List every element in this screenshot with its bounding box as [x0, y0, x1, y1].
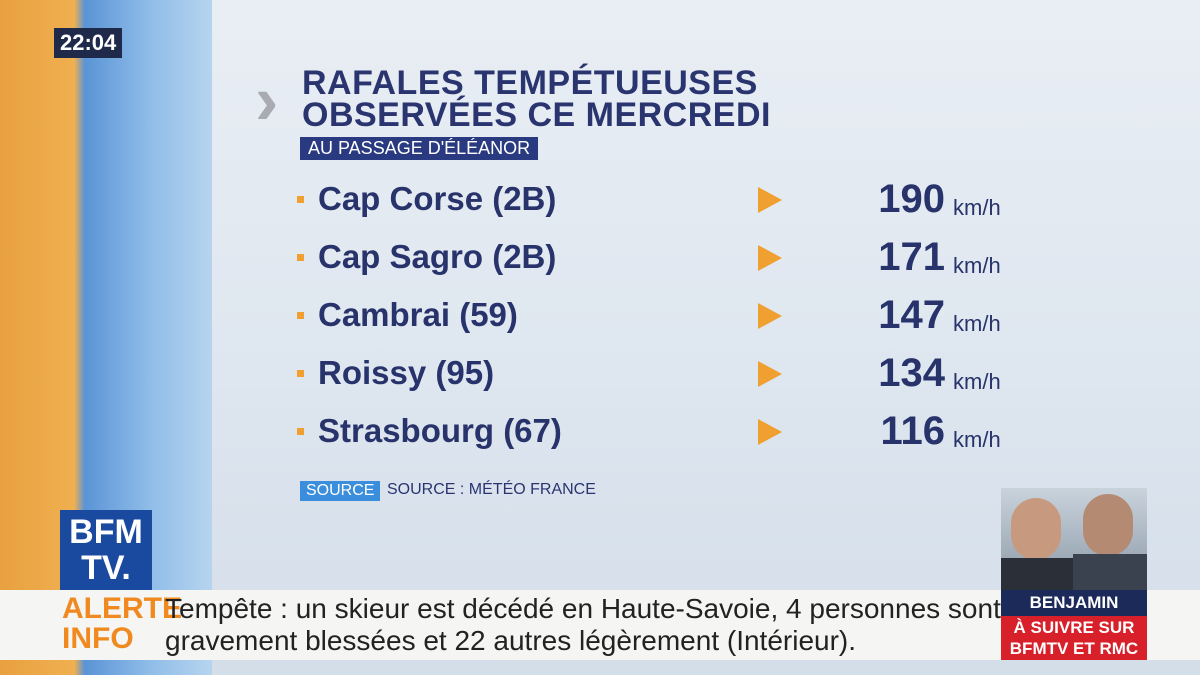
place: Cap Corse (2B)	[318, 180, 557, 217]
face	[1011, 498, 1061, 560]
unit: km/h	[953, 369, 1001, 394]
body	[1073, 554, 1147, 590]
bullet	[297, 254, 304, 261]
arrow	[758, 303, 782, 329]
promo-line: BFMTV ET RMC	[1009, 639, 1139, 658]
logo-text: TV.	[81, 549, 131, 587]
arrow	[758, 419, 782, 445]
promo-name: BENJAMIN GRIVEAUX	[1001, 590, 1147, 638]
unit: km/h	[953, 195, 1001, 220]
promo-line: À SUIVRE SUR	[1013, 618, 1135, 637]
value: 147	[878, 293, 945, 337]
ticker-text: Tempête : un skieur est décédé en Haute-…	[165, 593, 1001, 624]
value: 171	[878, 235, 945, 279]
bullet	[297, 370, 304, 377]
alert-label: ALERTE	[62, 592, 182, 625]
arrow	[758, 187, 782, 213]
ticker-text: gravement blessées et 22 autres légèreme…	[165, 625, 857, 656]
ticker: ALERTE INFO Tempête : un skieur est décé…	[0, 590, 1200, 660]
logo: BFM TV.	[60, 510, 152, 590]
subtitle: AU PASSAGE D'ÉLÉANOR	[300, 137, 539, 160]
face	[1083, 494, 1133, 556]
source-text: SOURCE : MÉTÉO FRANCE	[387, 481, 596, 498]
bullet	[297, 196, 304, 203]
promo-photo	[1001, 488, 1147, 590]
chevron: ›	[255, 61, 279, 139]
place: Strasbourg (67)	[318, 412, 562, 449]
value: 134	[878, 351, 945, 395]
unit: km/h	[953, 253, 1001, 278]
promo-box: À SUIVRE SUR BFMTV ET RMC	[1001, 616, 1147, 660]
arrow	[758, 361, 782, 387]
place: Roissy (95)	[318, 354, 495, 391]
logo-text: BFM	[69, 513, 143, 551]
value: 190	[878, 177, 945, 221]
unit: km/h	[953, 427, 1001, 452]
body	[1001, 558, 1073, 590]
arrow	[758, 245, 782, 271]
bullet	[297, 428, 304, 435]
unit: km/h	[953, 311, 1001, 336]
value: 116	[880, 409, 945, 453]
place: Cap Sagro (2B)	[318, 238, 557, 275]
title: RAFALES TEMPÉTUEUSES	[302, 64, 758, 102]
place: Cambrai (59)	[318, 296, 518, 333]
source-badge: SOURCE	[300, 481, 381, 501]
alert-label: INFO	[62, 622, 134, 655]
bullet	[297, 312, 304, 319]
title: OBSERVÉES CE MERCREDI	[302, 96, 771, 134]
clock: 22:04	[54, 28, 123, 58]
